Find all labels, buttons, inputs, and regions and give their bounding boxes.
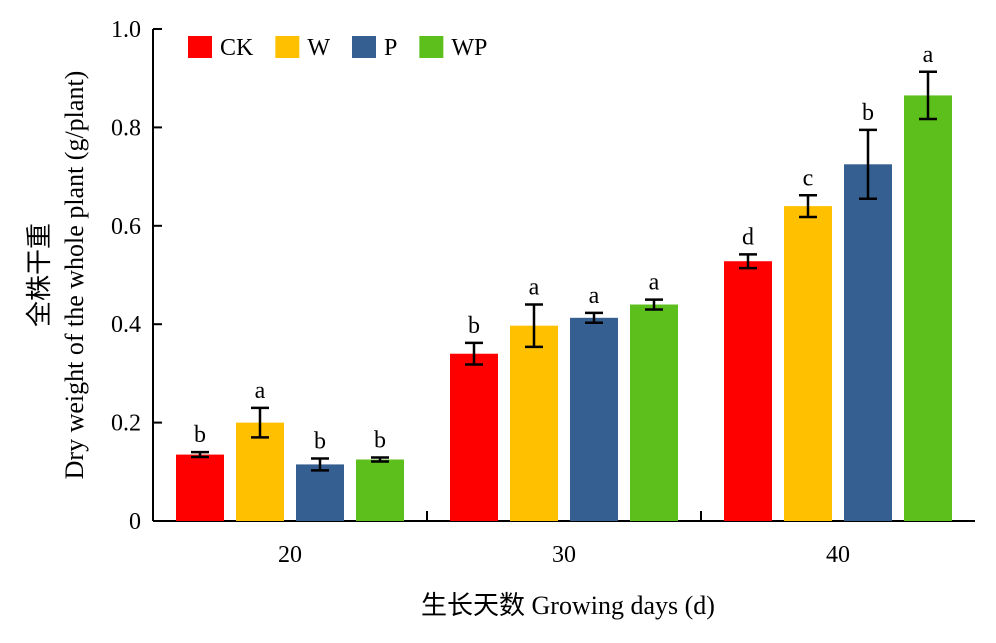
y-tick-label: 0 [129,509,141,535]
x-axis-title: 生长天数 Growing days (d) [421,591,715,620]
legend-label-wp: WP [451,35,487,61]
significance-label: c [803,165,814,191]
significance-label: a [255,378,266,404]
bar-w-20 [236,422,284,521]
y-ticks: 0 0.2 0.4 0.6 0.8 1.0 [111,17,162,535]
bar-wp-40 [904,95,952,522]
legend-swatch-wp [419,36,444,58]
y-tick-label: 0.2 [111,411,141,437]
bar-w-30 [510,325,558,521]
y-tick-label: 0.6 [111,214,141,240]
significance-label: b [468,313,480,339]
significance-label: a [589,283,600,309]
legend: CK W P WP [188,35,487,61]
significance-label: b [862,100,874,126]
legend-swatch-p [352,36,376,58]
axes [152,29,975,522]
y-tick-label: 0.4 [111,312,141,338]
bar-wp-20 [356,459,404,521]
bar-wp-30 [630,304,678,521]
bar-w-40 [784,206,832,521]
y-axis-title-chinese: 全株干重 [25,223,54,327]
significance-label: b [194,422,206,448]
y-tick-label: 1.0 [111,17,141,43]
legend-swatch-ck [188,36,212,58]
bar-p-20 [296,464,344,521]
x-tick-label: 40 [826,542,850,568]
legend-label-w: W [307,35,330,61]
significance-label: d [742,224,754,250]
bars: b a b b b a a a d c b a [176,42,952,522]
significance-label: a [923,42,934,68]
bar-ck-30 [450,353,498,521]
significance-label: b [314,429,326,455]
significance-label: a [649,270,660,296]
bar-p-40 [844,164,892,522]
bar-p-30 [570,317,618,521]
significance-label: b [374,428,386,454]
significance-label: a [529,275,540,301]
x-ticks: 20 30 40 [278,511,850,568]
x-tick-label: 20 [278,542,302,568]
bar-ck-20 [176,454,224,521]
legend-label-ck: CK [220,35,254,61]
legend-swatch-w [275,36,300,58]
y-tick-label: 0.8 [111,115,141,141]
legend-label-p: P [384,35,397,61]
bar-ck-40 [724,261,772,521]
x-tick-label: 30 [552,542,576,568]
y-axis-title: Dry weight of the whole plant (g/plant) [60,71,89,480]
